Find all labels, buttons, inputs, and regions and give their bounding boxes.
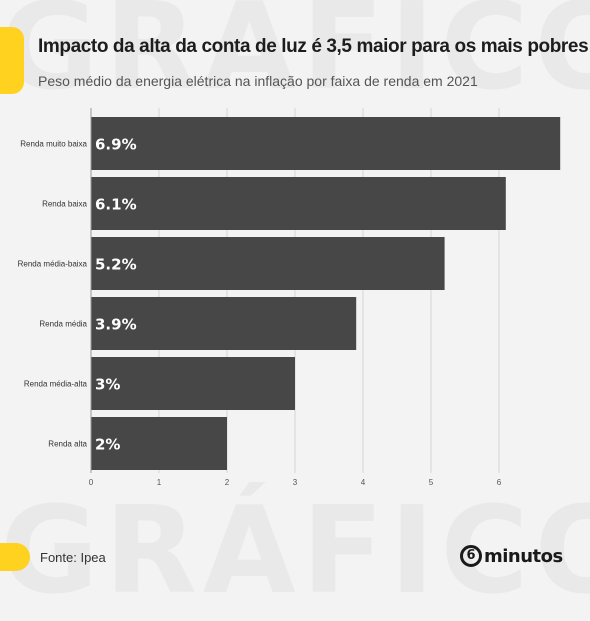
bar xyxy=(91,357,295,410)
chart-title: Impacto da alta da conta de luz é 3,5 ma… xyxy=(38,36,589,57)
value-label: 6.1% xyxy=(95,196,137,214)
x-tick-label: 0 xyxy=(89,478,94,487)
brand-wordmark: minutos xyxy=(484,545,563,567)
value-label: 2% xyxy=(95,436,120,454)
category-label: Renda baixa xyxy=(42,200,87,209)
accent-bar-top xyxy=(0,27,24,94)
bar xyxy=(91,417,227,470)
x-tick-label: 6 xyxy=(497,478,502,487)
x-tick-label: 4 xyxy=(361,478,366,487)
category-label: Renda alta xyxy=(48,440,87,449)
x-tick-label: 2 xyxy=(225,478,230,487)
x-tick-label: 3 xyxy=(293,478,298,487)
value-label: 3.9% xyxy=(95,316,137,334)
x-tick-label: 1 xyxy=(157,478,162,487)
bar xyxy=(91,177,506,230)
chart-subtitle: Peso médio da energia elétrica na inflaç… xyxy=(38,73,478,89)
value-label: 3% xyxy=(95,376,120,394)
brand-six-icon: 6 xyxy=(460,545,482,567)
bar xyxy=(91,117,561,170)
category-label: Renda média-baixa xyxy=(18,260,88,269)
category-label: Renda muito baixa xyxy=(20,140,87,149)
accent-bar-bottom xyxy=(0,543,30,571)
value-label: 6.9% xyxy=(95,136,137,154)
bar xyxy=(91,237,445,290)
x-tick-label: 5 xyxy=(429,478,434,487)
category-label: Renda média-alta xyxy=(24,380,88,389)
source-label: Fonte: Ipea xyxy=(40,550,106,565)
bar-chart: 0 1 2 3 4 5 6 Renda muito baixa 6.9% Renda baixa 6… xyxy=(18,108,561,487)
value-label: 5.2% xyxy=(95,256,137,274)
brand-logo: 6 minutos xyxy=(460,545,563,567)
category-label: Renda média xyxy=(39,320,87,329)
bar xyxy=(91,297,357,350)
